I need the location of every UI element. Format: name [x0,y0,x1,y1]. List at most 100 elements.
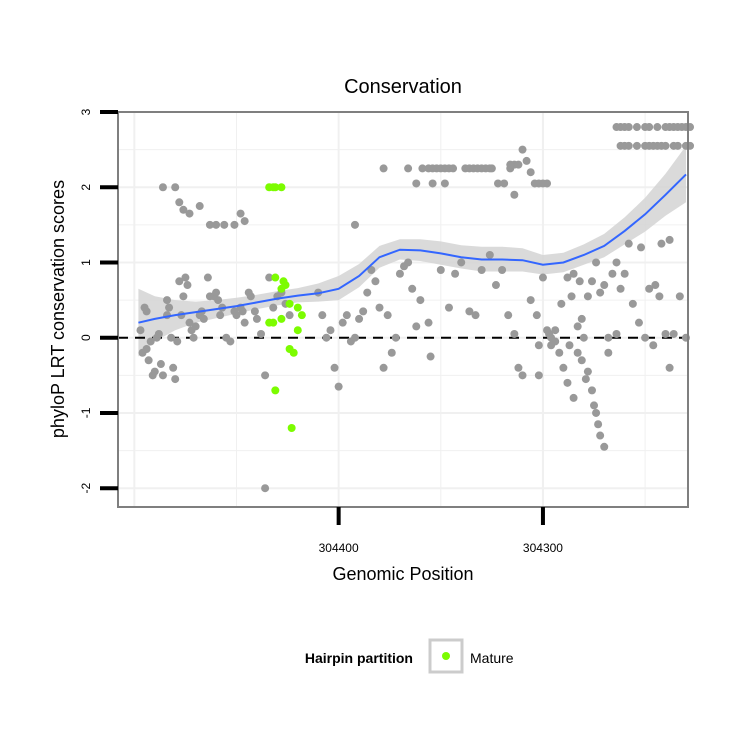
x-axis-title: Genomic Position [332,564,473,584]
point-other [583,292,592,301]
point-mature [271,386,280,395]
point-other [604,348,613,357]
point-other [216,311,225,320]
point-other [179,292,188,301]
legend-key-mature [442,652,450,660]
point-other [395,269,404,278]
point-other [628,299,637,308]
point-other [238,307,247,316]
point-other [183,281,192,290]
point-other [494,179,502,188]
point-other [269,303,278,312]
point-other [146,337,155,346]
chart-title: Conservation [344,76,462,98]
point-other [418,164,427,173]
point-other [634,318,643,327]
point-other [181,273,190,282]
point-other [506,160,515,169]
point-mature [277,183,286,192]
point-other [230,220,239,229]
point-other [220,220,229,229]
y-tick-label: 1 [79,259,93,266]
point-other [379,164,388,173]
point-other [608,269,617,278]
point-other [543,179,552,188]
point-other [326,326,335,335]
point-other [522,156,531,165]
point-other [179,205,188,214]
point-other [330,363,339,372]
point-other [158,183,167,192]
point-other [240,318,249,327]
point-other [371,277,380,286]
point-other [569,269,578,278]
point-other [526,296,535,305]
point-other [379,363,388,372]
point-other [257,329,266,338]
point-other [616,284,625,293]
point-other [563,378,572,387]
point-other [240,217,249,226]
point-other [624,239,633,248]
point-other [565,341,574,350]
point-other [551,326,560,335]
point-mature [285,299,294,308]
point-other [246,292,255,301]
point-other [191,322,200,331]
point-other [416,296,425,305]
point-other [465,307,474,316]
point-other [569,393,578,402]
point-other [261,371,270,380]
point-other [575,277,584,286]
point-other [657,239,666,248]
legend-title: Hairpin partition [305,650,413,666]
point-other [624,123,633,132]
point-other [195,202,204,211]
point-other [510,190,519,199]
points-mature [265,183,306,432]
point-other [641,333,650,342]
y-axis: -2 -1 0 1 2 3 [79,108,118,494]
point-other [412,179,421,188]
point-other [577,356,586,365]
legend-label-mature: Mature [470,650,514,666]
point-other [350,220,359,229]
point-other [604,333,613,342]
point-mature [271,273,280,282]
point-other [583,367,592,376]
point-other [167,333,176,342]
point-other [355,314,364,323]
point-other [383,311,392,320]
point-other [637,243,646,252]
point-other [661,329,670,338]
point-other [342,311,351,320]
point-other [150,367,159,376]
point-mature [287,424,296,432]
point-other [510,329,519,338]
confidence-band [138,145,686,357]
point-other [322,333,331,342]
point-other [318,311,327,320]
point-other [171,375,180,384]
y-tick-label: -1 [79,407,93,418]
point-other [449,164,458,173]
point-other [649,341,658,350]
point-other [567,292,576,301]
legend: Hairpin partition Mature [305,638,514,674]
point-other [440,179,449,188]
point-other [534,341,543,350]
point-other [587,277,596,286]
point-mature [297,311,306,320]
point-other [350,333,359,342]
point-other [655,292,664,301]
point-other [359,307,368,316]
point-other [367,266,376,274]
point-other [165,303,174,312]
point-other [375,303,384,312]
point-other [534,371,543,380]
point-other [477,266,486,274]
point-other [620,269,629,278]
point-other [612,329,621,338]
point-other [173,337,182,346]
y-tick-label: 2 [79,184,93,191]
